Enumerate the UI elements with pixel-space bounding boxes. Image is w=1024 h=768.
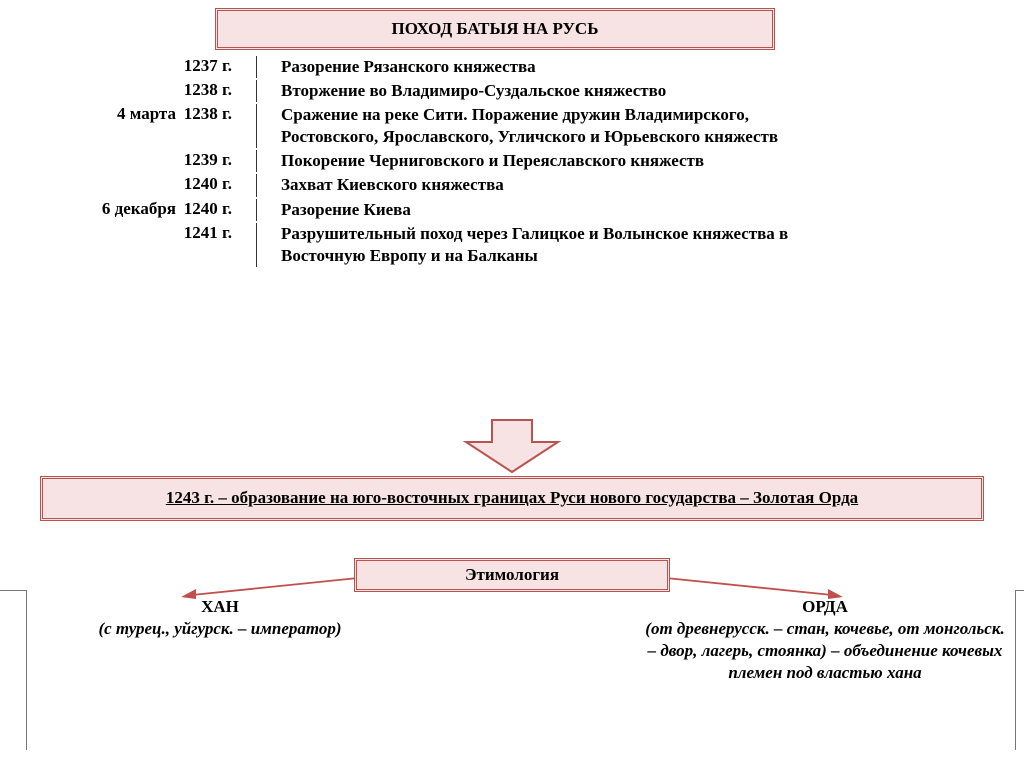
event-text: Захват Киевского княжества (257, 174, 504, 196)
title-box: ПОХОД БАТЫЯ НА РУСЬ (215, 8, 775, 50)
event-text: Покорение Черниговского и Переяславского… (257, 150, 704, 172)
timeline-row: 1240 г. Захват Киевского княжества (88, 174, 928, 196)
khan-desc: (с турец., уйгурск. – император) (80, 618, 360, 640)
etymology-box: Этимология (354, 558, 670, 592)
arrow-right-icon (662, 574, 846, 605)
event-year: 1239 г. (180, 150, 256, 170)
event-year: 1240 г. (180, 199, 256, 219)
timeline-row: 4 марта 1238 г. Сражение на реке Сити. П… (88, 104, 928, 148)
event-text: Разрушительный поход через Галицкое и Во… (257, 223, 817, 267)
timeline-row: 1237 г. Разорение Рязанского княжества (88, 56, 928, 78)
page-title: ПОХОД БАТЫЯ НА РУСЬ (392, 19, 599, 38)
result-box: 1243 г. – образование на юго-восточных г… (40, 476, 984, 521)
event-year: 1238 г. (180, 104, 256, 124)
timeline-row: 1239 г. Покорение Черниговского и Переяс… (88, 150, 928, 172)
event-year: 1237 г. (180, 56, 256, 76)
result-text: 1243 г. – образование на юго-восточных г… (166, 488, 858, 507)
orda-block: ОРДА (от древнерусск. – стан, кочевье, о… (640, 596, 1010, 684)
event-text: Вторжение во Владимиро-Суздальское княже… (257, 80, 666, 102)
event-year: 1241 г. (180, 223, 256, 243)
timeline-row: 1238 г. Вторжение во Владимиро-Суздальск… (88, 80, 928, 102)
event-year: 1238 г. (180, 80, 256, 100)
event-text: Разорение Рязанского княжества (257, 56, 536, 78)
timeline-row: 1241 г. Разрушительный поход через Галиц… (88, 223, 928, 267)
timeline: 1237 г. Разорение Рязанского княжества 1… (88, 56, 928, 269)
timeline-row: 6 декабря 1240 г. Разорение Киева (88, 199, 928, 221)
event-text: Разорение Киева (257, 199, 411, 221)
orda-desc: (от древнерусск. – стан, кочевье, от мон… (640, 618, 1010, 684)
arrow-left-icon (178, 574, 362, 605)
arrow-down-icon (462, 418, 562, 479)
event-year: 1240 г. (180, 174, 256, 194)
etymology-label: Этимология (465, 565, 559, 584)
event-prefix: 4 марта (88, 104, 180, 124)
event-prefix: 6 декабря (88, 199, 180, 219)
event-text: Сражение на реке Сити. Поражение дружин … (257, 104, 817, 148)
